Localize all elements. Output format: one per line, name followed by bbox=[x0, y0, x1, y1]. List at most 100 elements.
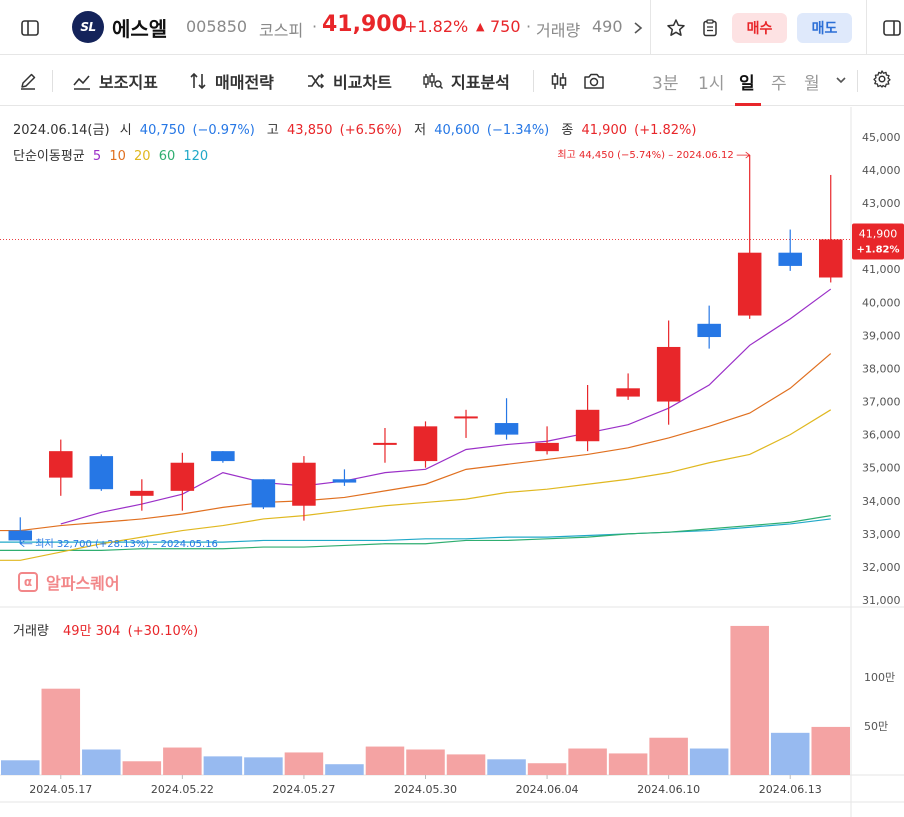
close-pct: (+1.82%) bbox=[634, 123, 697, 138]
volume-legend-pct: (+30.10%) bbox=[127, 624, 199, 639]
candlestick-chart-svg[interactable]: 45,00044,00043,00042,00041,00040,00039,0… bbox=[0, 107, 904, 817]
sidebar-left-icon[interactable] bbox=[16, 14, 44, 42]
company-logo: SL bbox=[72, 11, 104, 43]
sub-indicator-label: 보조지표 bbox=[99, 73, 158, 92]
sort-arrows-icon bbox=[188, 71, 208, 91]
low-annotation-arrow bbox=[19, 540, 25, 548]
x-axis-tick-label: 2024.06.10 bbox=[637, 783, 700, 796]
volume-label: 거래량 bbox=[536, 21, 581, 40]
price-axis-tick: 41,000 bbox=[862, 263, 901, 276]
ma60-line bbox=[0, 515, 831, 551]
indicator-analysis-button[interactable]: 지표분석 bbox=[422, 56, 510, 106]
low-value: 40,600 bbox=[434, 123, 480, 138]
ohlc-legend: 2024.06.14(금) 시 40,750 (−0.97%) 고 43,850… bbox=[13, 119, 696, 138]
sidebar-right-icon[interactable] bbox=[878, 14, 904, 42]
volume-bar bbox=[608, 753, 648, 775]
volume-bar bbox=[203, 756, 243, 775]
period-3min[interactable]: 3분 bbox=[652, 73, 679, 94]
candle-body bbox=[332, 479, 357, 483]
screenshot-button[interactable] bbox=[583, 56, 612, 106]
volume-bar bbox=[487, 759, 526, 775]
stock-code: 005850 bbox=[186, 17, 248, 36]
volume-bar bbox=[730, 625, 769, 775]
ma60-label: 60 bbox=[158, 149, 176, 164]
sub-indicator-button[interactable]: 보조지표 bbox=[72, 56, 158, 106]
period-week[interactable]: 주 bbox=[771, 73, 787, 94]
chevron-right-icon[interactable] bbox=[624, 14, 652, 42]
volume-bar bbox=[1, 760, 40, 775]
volume-bar bbox=[446, 754, 486, 775]
shuffle-icon bbox=[306, 71, 326, 91]
period-1hour[interactable]: 1시 bbox=[698, 73, 725, 94]
period-day[interactable]: 일 bbox=[739, 73, 755, 94]
volume-bar bbox=[649, 737, 688, 775]
candle-body bbox=[454, 416, 478, 419]
toolbar-divider bbox=[857, 70, 858, 92]
volume-legend-value: 49만 304 bbox=[63, 624, 121, 639]
clipboard-icon[interactable] bbox=[696, 14, 724, 42]
period-more-button[interactable] bbox=[834, 56, 848, 106]
price-axis-tick: 32,000 bbox=[862, 561, 901, 574]
up-triangle-icon: ▲ bbox=[476, 20, 485, 33]
close-value: 41,900 bbox=[581, 123, 628, 138]
legend-date: 2024.06.14(금) bbox=[13, 123, 110, 138]
buy-button[interactable]: 매수 bbox=[732, 13, 787, 43]
period-month[interactable]: 월 bbox=[804, 73, 820, 94]
current-price-badge bbox=[852, 223, 904, 260]
stock-header: SL 에스엘 005850 코스피 · 41,900 +1.82% ▲ 750 … bbox=[0, 0, 904, 55]
candle-body bbox=[373, 442, 397, 445]
moving-average-legend[interactable]: 단순이동평균 5 10 20 60 120 bbox=[13, 145, 208, 164]
current-price-badge-change: +1.82% bbox=[856, 244, 899, 255]
high-annotation-label: 최고 44,450 (−5.74%) – 2024.06.12 bbox=[557, 149, 733, 161]
price-axis-tick: 35,000 bbox=[862, 462, 901, 475]
chart-toolbar: 보조지표 매매전략 비교차트 지표분석 3분 1시 일 주 월 bbox=[0, 56, 904, 106]
open-value: 40,750 bbox=[139, 123, 186, 138]
volume-bar bbox=[406, 749, 445, 775]
candle-body bbox=[575, 409, 600, 442]
volume-axis-tick: 50만 bbox=[864, 720, 888, 733]
sell-button[interactable]: 매도 bbox=[797, 13, 852, 43]
compare-chart-label: 비교차트 bbox=[333, 73, 392, 92]
candle-body bbox=[656, 346, 681, 402]
alphasquare-watermark: α 알파스퀘어 bbox=[18, 570, 120, 594]
candle-body bbox=[49, 451, 73, 478]
ma120-line bbox=[0, 518, 831, 543]
trading-strategy-label: 매매전략 bbox=[215, 73, 274, 92]
volume-bar bbox=[325, 764, 364, 775]
ma-label: 단순이동평균 bbox=[13, 149, 85, 164]
volume-bar bbox=[284, 752, 324, 775]
chart-settings-button[interactable] bbox=[872, 56, 892, 106]
alpha-logo-icon: α bbox=[18, 572, 38, 592]
ma20-line bbox=[0, 409, 832, 561]
camera-icon bbox=[583, 71, 605, 91]
compare-chart-button[interactable]: 비교차트 bbox=[306, 56, 392, 106]
star-icon[interactable] bbox=[662, 14, 690, 42]
x-axis-tick-label: 2024.06.04 bbox=[516, 783, 579, 796]
volume-bar bbox=[122, 761, 162, 775]
chart-type-button[interactable] bbox=[549, 56, 576, 106]
x-axis-tick-label: 2024.06.13 bbox=[759, 783, 822, 796]
candle-body bbox=[616, 388, 640, 397]
low-annotation-label: 최저 32,700 (+28.13%) – 2024.05.16 bbox=[35, 538, 218, 550]
trading-strategy-button[interactable]: 매매전략 bbox=[188, 56, 274, 106]
draw-tool-button[interactable] bbox=[18, 56, 45, 106]
volume-legend-label: 거래량 bbox=[13, 624, 49, 639]
price-axis-tick: 44,000 bbox=[862, 164, 901, 177]
candle-body bbox=[8, 530, 33, 541]
price-axis-tick: 31,000 bbox=[862, 594, 901, 607]
stock-chart[interactable]: 45,00044,00043,00042,00041,00040,00039,0… bbox=[0, 107, 904, 817]
ma120-label: 120 bbox=[183, 149, 209, 164]
toolbar-divider bbox=[52, 70, 53, 92]
watermark-text: 알파스퀘어 bbox=[46, 574, 120, 593]
candle-search-icon bbox=[422, 71, 444, 91]
ma10-line bbox=[0, 353, 832, 532]
volume-bar bbox=[244, 757, 283, 775]
price-axis-tick: 38,000 bbox=[862, 362, 901, 375]
x-axis-tick-label: 2024.05.30 bbox=[394, 783, 457, 796]
volume-bar bbox=[163, 747, 202, 775]
line-chart-icon bbox=[72, 71, 92, 91]
high-pct: (+6.56%) bbox=[339, 123, 403, 138]
volume-bar bbox=[527, 763, 567, 775]
volume-legend: 거래량 49만 304 (+30.10%) bbox=[13, 620, 198, 639]
header-divider bbox=[650, 0, 651, 55]
